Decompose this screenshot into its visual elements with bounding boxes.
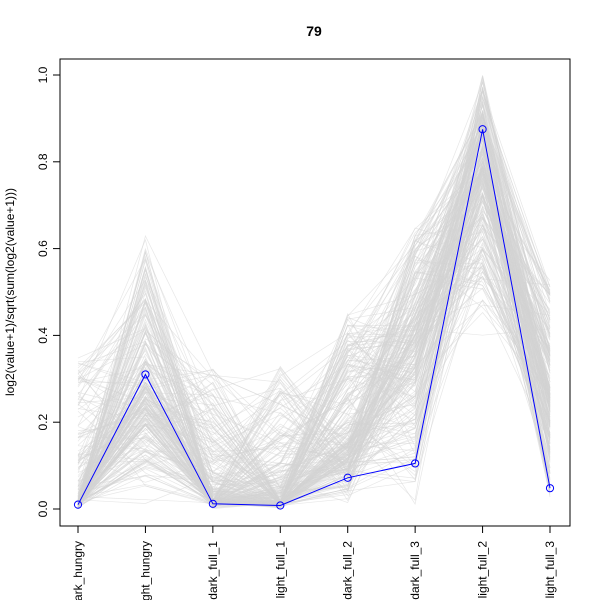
background-series-line (77, 132, 551, 507)
background-series-line (77, 258, 551, 506)
x-tick-label: ark_hungry (71, 541, 85, 600)
background-series-line (77, 258, 551, 508)
background-series-line (77, 287, 551, 506)
series-point (545, 484, 555, 493)
background-series-line (77, 126, 551, 503)
background-series-line (77, 88, 551, 506)
y-tick-label: 0.2 (36, 414, 50, 431)
background-series-line (77, 176, 551, 505)
x-tick-label: light_full_1 (273, 541, 287, 599)
background-series-line (77, 276, 551, 508)
x-tick-label: ght_hungry (138, 541, 152, 600)
background-series-line (77, 138, 551, 503)
y-tick-label: 0.0 (36, 500, 50, 517)
series-point (73, 500, 83, 509)
background-series-line (77, 112, 551, 504)
background-series-line (77, 202, 551, 502)
background-series-line (77, 277, 551, 506)
background-series-line (77, 193, 551, 501)
background-series-line (77, 328, 551, 506)
x-tick-label: dark_full_2 (341, 541, 355, 600)
y-tick-label: 0.8 (36, 153, 50, 170)
background-series-line (77, 231, 551, 502)
y-tick-label: 1.0 (36, 66, 50, 83)
series-point (343, 473, 352, 482)
background-series-line (77, 162, 551, 503)
y-tick-label: 0.4 (36, 327, 50, 344)
series-point (141, 370, 150, 379)
background-series-line (77, 134, 551, 474)
x-tick-label: light_full_2 (476, 541, 490, 599)
background-series-line (77, 167, 551, 506)
series-point (208, 499, 217, 508)
background-series-line (77, 76, 551, 504)
x-axis: ark_hungry ght_hungry dark_full_1 light_ful… (71, 525, 557, 600)
background-series-line (77, 311, 551, 505)
x-tick-label: dark_full_3 (408, 541, 422, 600)
series-line (77, 129, 551, 507)
background-series-line (77, 81, 551, 505)
series-point (478, 125, 487, 134)
background-series-line (77, 133, 551, 505)
x-tick-label: dark_full_1 (206, 541, 220, 600)
highlighted-series-group (73, 125, 555, 510)
background-series-line (77, 133, 551, 505)
series-point (411, 459, 420, 468)
background-series-line (77, 163, 551, 503)
background-series-line (77, 134, 551, 502)
background-series-group (77, 75, 551, 510)
background-series-line (77, 248, 551, 509)
background-series-line (77, 167, 551, 508)
background-series-line (77, 116, 551, 503)
background-series-line (77, 113, 551, 502)
background-series-line (77, 184, 551, 505)
background-series-line (77, 227, 551, 506)
y-axis: 0.0 0.2 0.4 0.6 0.8 1.0 (36, 66, 61, 517)
background-series-line (77, 139, 551, 505)
x-tick-label: light_full_3 (543, 541, 557, 599)
background-series-line (77, 240, 551, 503)
background-series-line (77, 270, 551, 506)
series-point (276, 501, 285, 510)
background-series-line (77, 94, 551, 505)
background-series-line (77, 193, 551, 502)
background-series-line (77, 145, 551, 504)
y-axis-label: log2(value+1)/sqrt(sum(log2(value+1))) (3, 188, 17, 396)
background-series-line (77, 223, 551, 506)
chart-title: 79 (306, 23, 322, 39)
y-tick-label: 0.6 (36, 240, 50, 257)
background-series-line (77, 265, 551, 506)
background-series-line (77, 265, 551, 504)
background-series-line (77, 212, 551, 503)
background-series-line (77, 238, 551, 508)
background-series-line (77, 191, 551, 504)
